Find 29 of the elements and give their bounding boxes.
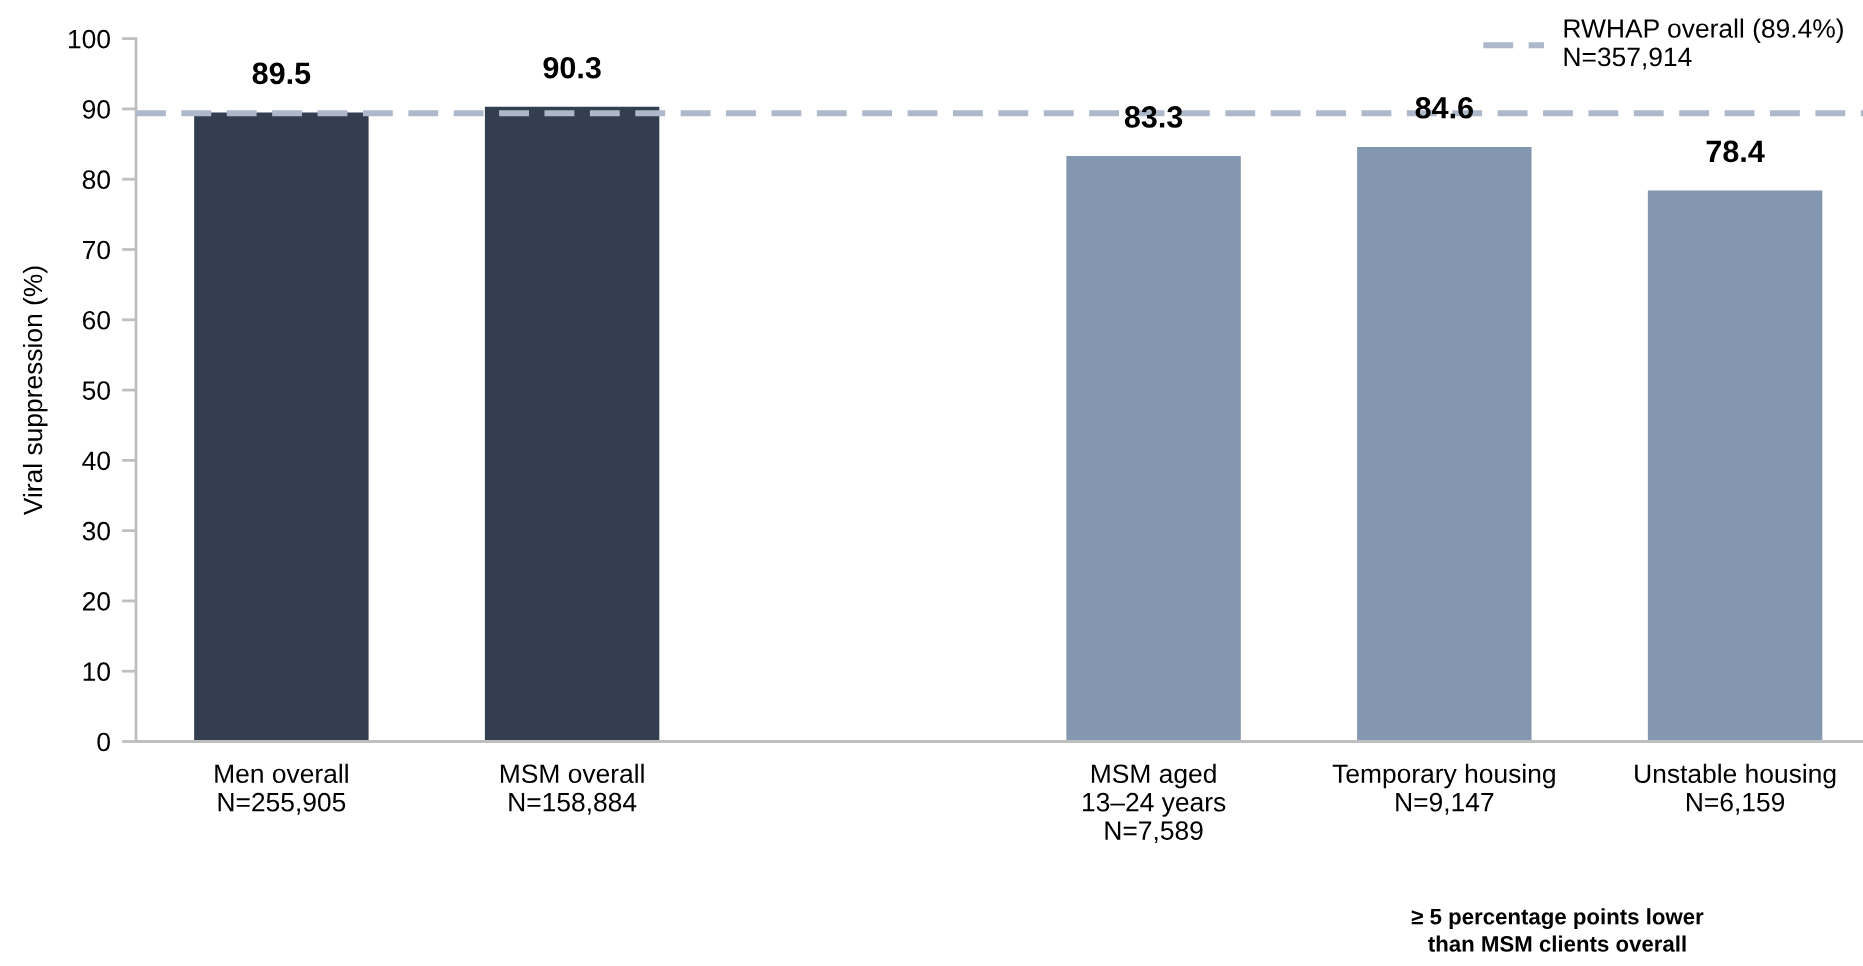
legend-label: RWHAP overall (89.4%) N=357,914 <box>1564 18 1843 70</box>
x-tick-label: Temporary housing N=9,147 <box>1332 763 1555 815</box>
bar <box>1647 190 1823 742</box>
x-tick-label: MSM overall N=158,884 <box>500 763 644 815</box>
y-tick-label: 80 <box>82 170 110 190</box>
y-tick-label: 60 <box>82 310 110 330</box>
bar <box>1357 146 1532 742</box>
y-tick-label: 90 <box>82 100 110 119</box>
bar <box>484 106 660 742</box>
x-tick-label: Unstable housing N=6,159 <box>1635 763 1836 815</box>
data-label: 89.5 <box>252 62 311 85</box>
bar <box>194 112 369 742</box>
x-tick-label: Men overall N=255,905 <box>215 763 348 815</box>
text: ≥ 5 percentage points lower than MSM clients overall <box>1411 908 1704 952</box>
y-tick-label: 0 <box>97 732 110 752</box>
y-tick-label: 50 <box>82 381 110 400</box>
y-tick-label: 20 <box>82 592 110 611</box>
bar <box>1066 156 1241 742</box>
y-tick-label: 70 <box>83 240 110 260</box>
y-tick-label: 10 <box>83 662 110 682</box>
x-tick-label: MSM aged 13–24 years N=7,589 <box>1082 763 1226 844</box>
data-label: 83.3 <box>1124 106 1183 128</box>
data-label: 84.6 <box>1415 96 1473 119</box>
y-tick-label: 30 <box>82 521 110 541</box>
y-tick-label: 40 <box>82 451 110 471</box>
data-label: 90.3 <box>543 56 601 79</box>
y-tick-label: 100 <box>68 29 110 49</box>
y-axis-title: Viral suppression (%) <box>22 266 48 516</box>
data-label: 78.4 <box>1706 140 1765 163</box>
